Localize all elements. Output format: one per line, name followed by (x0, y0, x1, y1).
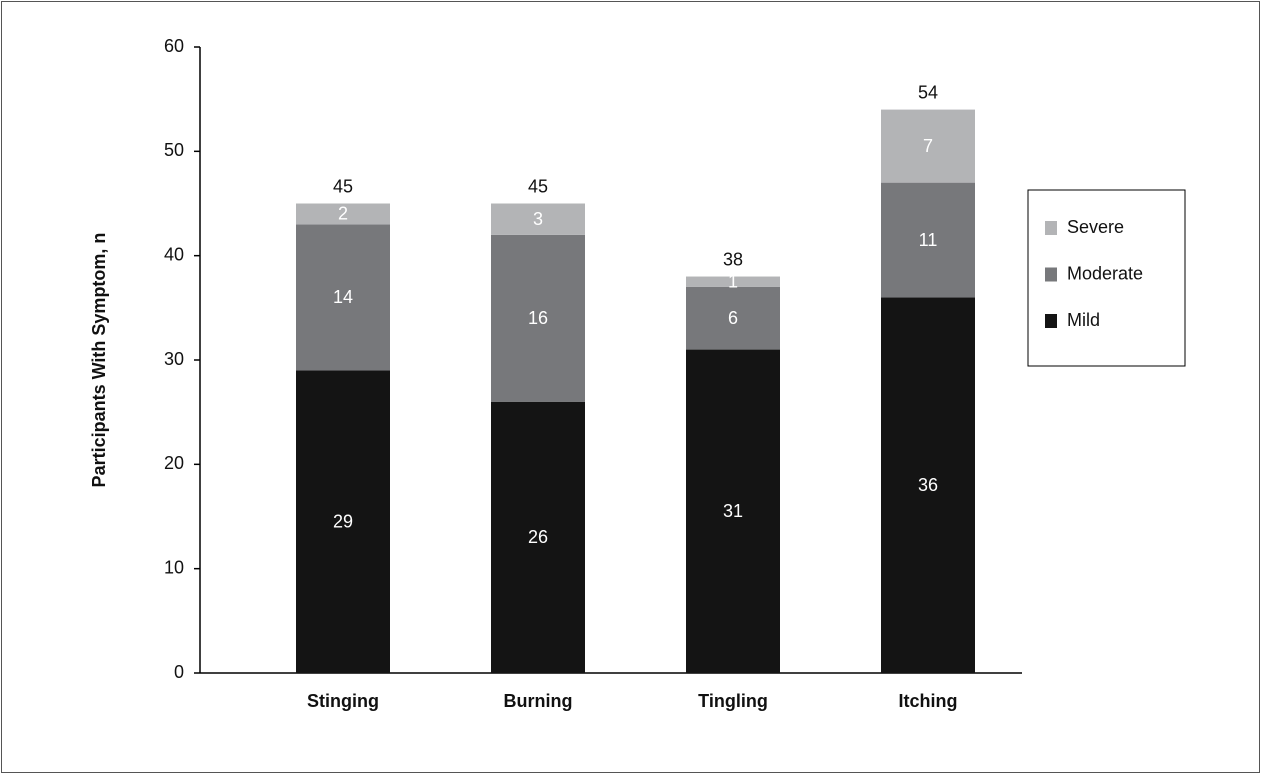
bar-segment (491, 203, 585, 235)
value-label: 11 (919, 230, 938, 250)
value-label: 2 (338, 204, 348, 224)
value-label: 6 (728, 308, 738, 328)
total-label: 45 (333, 176, 353, 196)
legend-label: Severe (1067, 217, 1124, 237)
x-tick-label: Stinging (307, 691, 379, 711)
y-tick-label: 60 (164, 36, 184, 56)
total-label: 54 (918, 82, 938, 102)
value-label: 7 (923, 136, 933, 156)
bar-segment (296, 203, 390, 225)
value-label: 31 (723, 501, 743, 521)
x-tick-label: Tingling (698, 691, 768, 711)
bar-segment (686, 349, 780, 673)
bar-segment (686, 286, 780, 350)
legend-swatch (1045, 221, 1057, 235)
bar-segment (296, 370, 390, 673)
total-label: 38 (723, 249, 743, 269)
value-label: 16 (528, 308, 548, 328)
x-tick-label: Itching (899, 691, 958, 711)
value-label: 14 (333, 287, 353, 307)
value-label: 36 (918, 475, 938, 495)
bar-segment (296, 224, 390, 371)
x-tick-label: Burning (504, 691, 573, 711)
value-label: 1 (728, 272, 738, 292)
bar-segment (491, 401, 585, 673)
bar-segment (881, 109, 975, 183)
bar-segment (881, 297, 975, 673)
y-tick-label: 50 (164, 140, 184, 160)
legend-swatch (1045, 267, 1057, 282)
y-tick-label: 0 (174, 662, 184, 682)
y-tick-label: 20 (164, 453, 184, 473)
bar-segment (491, 234, 585, 402)
bar-segment (686, 276, 780, 287)
bar-segment (881, 182, 975, 298)
y-tick-label: 40 (164, 244, 184, 264)
legend-label: Mild (1067, 310, 1100, 330)
y-tick-label: 10 (164, 557, 184, 577)
y-tick-label: 30 (164, 349, 184, 369)
y-axis-title: Participants With Symptom, n (89, 233, 109, 488)
value-label: 29 (333, 511, 353, 531)
legend-label: Moderate (1067, 263, 1143, 283)
legend-swatch (1045, 314, 1057, 328)
value-label: 26 (528, 527, 548, 547)
value-label: 3 (533, 209, 543, 229)
total-label: 45 (528, 176, 548, 196)
